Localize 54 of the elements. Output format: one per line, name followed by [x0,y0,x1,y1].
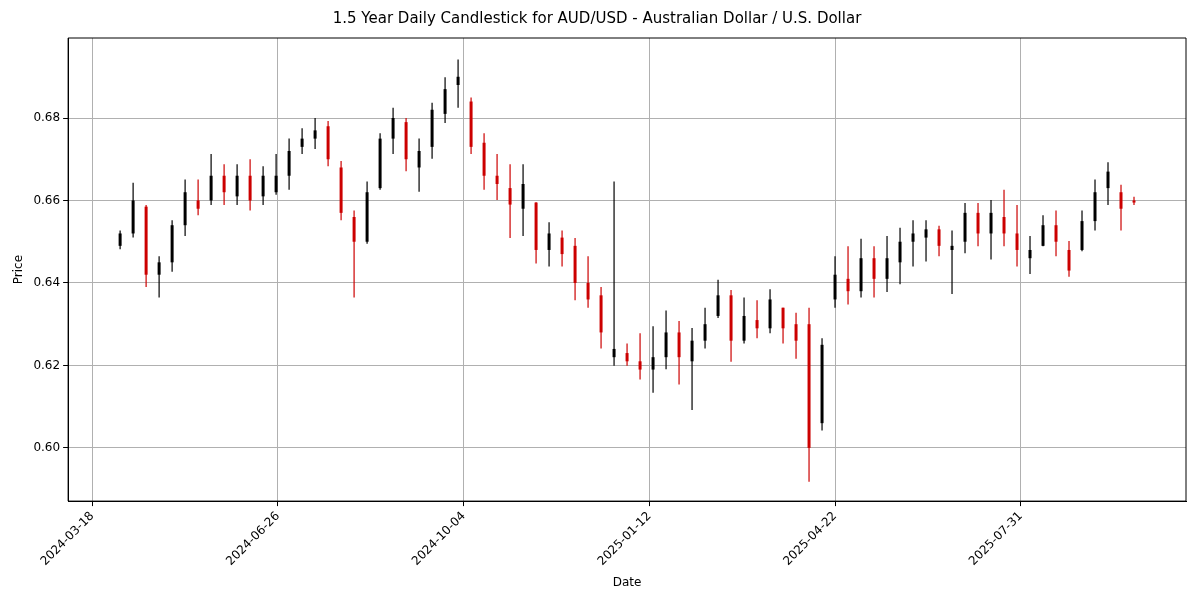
candlestick [924,219,928,263]
candlestick [651,325,655,394]
candlestick [274,153,278,196]
y-tick-label: 0.66 [33,192,61,207]
candlestick [235,163,239,206]
candlestick [950,229,954,295]
candlestick [794,312,798,360]
candlestick [872,245,876,298]
candlestick [313,117,317,150]
candlestick [716,279,720,319]
candlestick [1041,214,1045,247]
candlestick [222,163,226,206]
chart-title: 1.5 Year Daily Candlestick for AUD/USD - Australian Dollar / U.S. Dollar [332,8,863,27]
y-tick-label: 0.68 [33,110,61,125]
candlestick [885,235,889,293]
candlestick [898,227,902,285]
candlestick [1119,184,1123,232]
candlestick [1002,189,1006,247]
candlestick [1132,196,1136,206]
candlestick [690,327,694,411]
candlestick [508,163,512,239]
candlestick [391,107,395,155]
candlestick [586,255,590,309]
candlestick [937,225,941,257]
y-tick-label: 0.62 [33,357,61,372]
y-tick-label: 0.64 [33,275,61,290]
candlestick [196,178,200,216]
candlestick [911,219,915,268]
candlestick [118,229,122,250]
candlestick [989,199,993,261]
candlestick [417,138,421,193]
candlestick [1054,209,1058,257]
candlestick [456,58,460,109]
candlestick [261,165,265,206]
candlestick [157,255,161,298]
candlestick [1028,235,1032,275]
candlestick [1067,240,1071,278]
candlestick [1106,161,1110,206]
candlestick [781,307,785,345]
candlestick [703,307,707,350]
x-axis-title: Date [612,574,642,589]
candlestick [560,229,564,268]
candlestick [612,180,616,367]
candlestick [1015,204,1019,268]
candlestick [638,332,642,381]
candlestick [846,245,850,305]
candlestick [495,153,499,201]
candlestick [300,127,304,155]
y-axis-title: Price [11,254,26,285]
candlestick [625,342,629,367]
y-tick-label: 0.60 [33,440,61,455]
candlestick [976,202,980,247]
candlestick [547,221,551,268]
candlestick [755,299,759,339]
